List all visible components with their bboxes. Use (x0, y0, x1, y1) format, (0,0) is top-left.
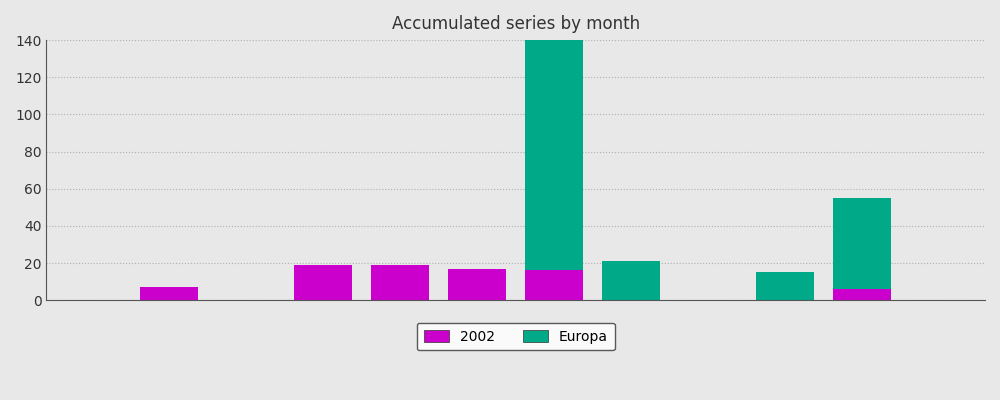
Bar (756, 272, 814, 300)
Bar (525, 270, 583, 300)
Bar (833, 198, 891, 289)
Title: Accumulated series by month: Accumulated series by month (392, 15, 640, 33)
Bar (140, 287, 198, 300)
Bar (294, 265, 352, 300)
Bar (833, 289, 891, 300)
Bar (371, 265, 429, 300)
Bar (448, 269, 506, 300)
Bar (525, 40, 583, 270)
Bar (602, 261, 660, 300)
Legend: 2002, Europa: 2002, Europa (417, 322, 615, 350)
